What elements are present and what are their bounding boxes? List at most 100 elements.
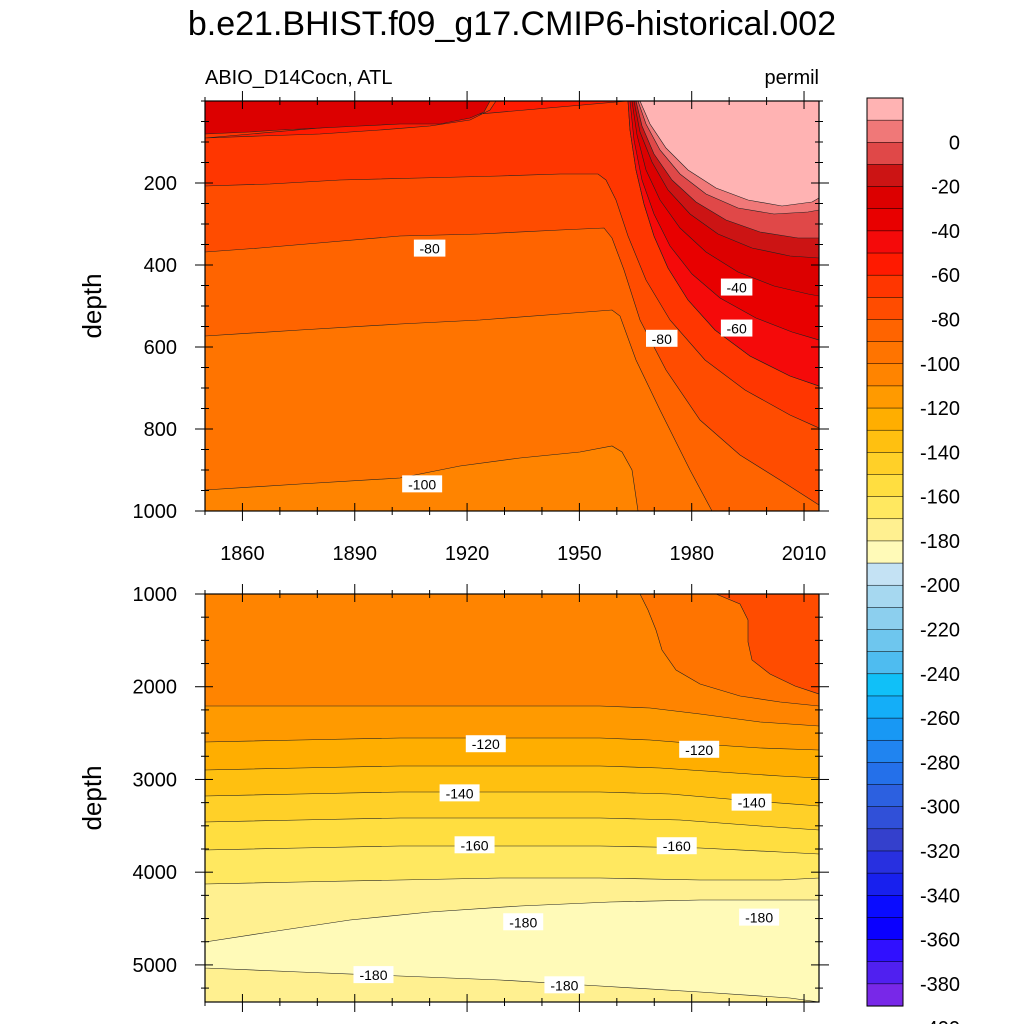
y-tick-label: 600 (144, 337, 177, 359)
colorbar-swatch (866, 142, 904, 165)
colorbar-swatch (866, 673, 904, 697)
contour-label: -180 (739, 908, 780, 926)
contour-label-text: -180 (550, 977, 578, 993)
colorbar-swatch (866, 341, 904, 365)
colorbar-swatch (866, 474, 904, 498)
contour-label-text: -160 (461, 837, 489, 853)
band-m100 (715, 594, 819, 695)
colorbar-label: -200 (920, 575, 960, 597)
contour-label-text: -80 (652, 331, 672, 347)
contour-label-text: -140 (446, 785, 474, 801)
colorbar-label: -360 (920, 930, 960, 952)
contour-label-box (503, 913, 544, 931)
colorbar-swatch (866, 518, 904, 542)
colorbar-swatch (866, 119, 904, 143)
band-5 (639, 101, 819, 207)
contour-label: -180 (544, 976, 585, 994)
left-subtitle: ABIO_D14Cocn, ATL (205, 67, 393, 89)
colorbar-swatch (866, 385, 904, 409)
y-tick-label: 2000 (133, 677, 178, 699)
x-tick-label: 1980 (669, 543, 714, 565)
colorbar-swatch (866, 319, 904, 343)
colorbar-label: -300 (920, 797, 960, 819)
colorbar-label: -220 (920, 620, 960, 642)
lower-x-ticks (204, 584, 805, 1012)
contour-label-text: -120 (472, 736, 500, 752)
contour-label-box (656, 837, 697, 855)
x-tick-label: 1950 (557, 543, 602, 565)
colorbar-swatch (866, 363, 904, 387)
colorbar-swatch (866, 917, 904, 941)
upper-contour-labels: -80 -40 -60 -80 -100 (402, 239, 753, 493)
colorbar-swatch (866, 429, 904, 453)
contour-label-text: -160 (663, 838, 691, 854)
colorbar-swatch (866, 695, 904, 719)
contour-label-text: -180 (509, 914, 537, 930)
colorbar-label: -340 (920, 885, 960, 907)
y-axis-label-upper: depth (77, 273, 107, 338)
colorbar-label: -40 (931, 221, 960, 243)
colorbar-frame (866, 97, 904, 1007)
y-tick-label: 400 (144, 255, 177, 277)
contour-label-box (720, 319, 753, 337)
contour-label-box (544, 976, 585, 994)
colorbar-swatch (866, 983, 904, 1007)
y-tick-label: 1000 (133, 501, 178, 523)
contour-label-text: -180 (359, 967, 387, 983)
colorbar-swatch (866, 297, 904, 321)
contour-label: -140 (731, 793, 772, 811)
colorbar-swatch (866, 806, 904, 830)
contour-label: -180 (503, 913, 544, 931)
contour-label: -120 (465, 735, 506, 753)
colorbar-swatch (866, 784, 904, 808)
y-tick-label: 3000 (133, 769, 178, 791)
colorbar-swatch (866, 762, 904, 786)
colorbar-label: -120 (920, 398, 960, 420)
contour-label-text: -120 (685, 742, 713, 758)
y-tick-label: 200 (144, 173, 177, 195)
colorbar-swatch (866, 496, 904, 520)
contour-label: -100 (402, 475, 443, 493)
colorbar-label: -400 (920, 1018, 960, 1024)
colorbar-swatch (866, 895, 904, 918)
colorbar-swatch (866, 164, 904, 188)
y-axis-label-lower: depth (77, 765, 107, 830)
lower-contour-labels: -120 -120 -140 -140 -160 -160 -180 -180 -180 -180 (353, 735, 780, 994)
colorbar-label: -160 (920, 487, 960, 509)
colorbar-swatch (866, 607, 904, 631)
colorbar-label: -180 (920, 531, 960, 553)
colorbar-swatch (866, 540, 904, 564)
x-tick-label: 1890 (333, 543, 378, 565)
contour-label: -60 (720, 319, 753, 337)
colorbar-label: -260 (920, 708, 960, 730)
colorbar (866, 97, 904, 1007)
contour-label-box (720, 278, 753, 296)
x-tick-label: 2010 (782, 543, 827, 565)
colorbar-swatch (866, 97, 904, 121)
colorbar-swatch (866, 651, 904, 675)
band-m60-top (205, 101, 491, 135)
contour-label-text: -100 (408, 476, 436, 492)
contour-label-box (465, 735, 506, 753)
units-subtitle: permil (765, 67, 819, 89)
upper-y-ticks: 200 400 600 800 1000 (133, 100, 829, 523)
colorbar-label: -280 (920, 752, 960, 774)
colorbar-label: 0 (949, 132, 960, 154)
colorbar-label: -140 (920, 442, 960, 464)
colorbar-label: -320 (920, 841, 960, 863)
y-tick-label: 4000 (133, 862, 178, 884)
upper-x-ticks (204, 91, 805, 521)
colorbar-swatch (866, 739, 904, 763)
x-tick-label: 1860 (220, 543, 265, 565)
colorbar-swatch (866, 562, 904, 586)
chart-title: b.e21.BHIST.f09_g17.CMIP6-historical.002 (188, 5, 836, 43)
contour-label-text: -80 (420, 241, 440, 257)
colorbar-label: -20 (931, 177, 960, 199)
x-tick-labels: 1860 1890 1920 1950 1980 2010 (220, 543, 826, 565)
contour-label-box (739, 908, 780, 926)
contour-label: -140 (439, 784, 480, 802)
colorbar-swatch (866, 717, 904, 741)
y-tick-label: 800 (144, 419, 177, 441)
colorbar-swatch (866, 208, 904, 232)
contour-label: -40 (720, 278, 753, 296)
